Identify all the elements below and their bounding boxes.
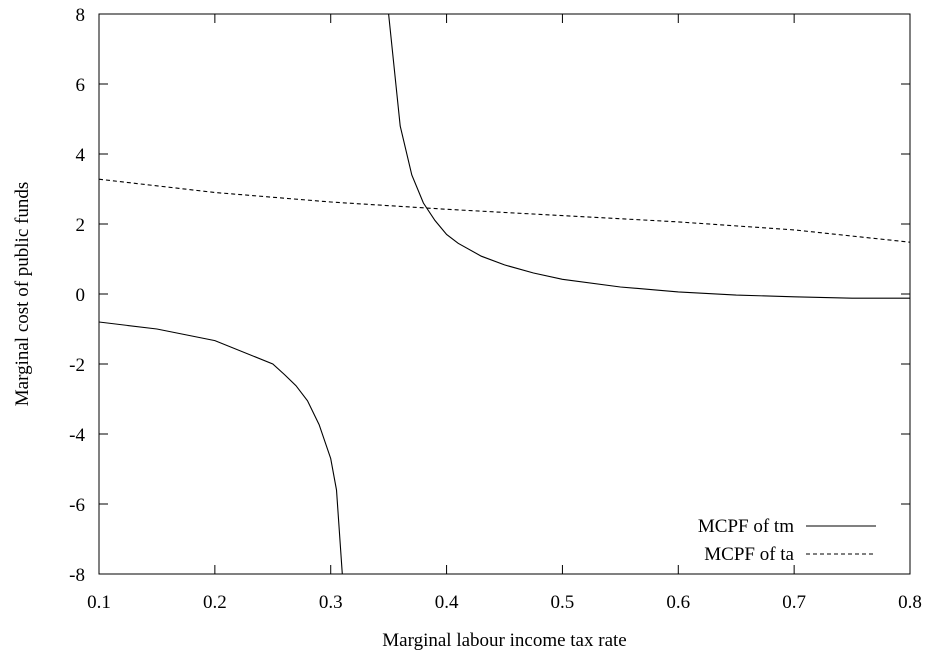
x-tick-label: 0.8 xyxy=(898,592,922,613)
y-tick-label: -4 xyxy=(69,425,85,446)
y-tick-label: 0 xyxy=(76,285,86,306)
x-tick-label: 0.5 xyxy=(551,592,575,613)
y-tick-label: -6 xyxy=(69,495,85,516)
y-axis-title: Marginal cost of public funds xyxy=(12,182,33,406)
series-layer xyxy=(99,14,910,574)
x-tick-label: 0.7 xyxy=(782,592,806,613)
y-tick-label: -8 xyxy=(69,565,85,586)
series-line-mcpf-tm-segment-2 xyxy=(388,14,910,299)
x-axis-title: Marginal labour income tax rate xyxy=(382,630,626,651)
y-tick-label: -2 xyxy=(69,355,85,376)
series-line-mcpf-ta-segment-1 xyxy=(99,178,910,243)
series-line-mcpf-tm-segment-1 xyxy=(99,321,343,574)
x-tick-label: 0.3 xyxy=(319,592,343,613)
legend-label: MCPF of tm xyxy=(698,516,794,537)
x-tick-label: 0.6 xyxy=(666,592,690,613)
x-tick-label: 0.2 xyxy=(203,592,227,613)
x-tick-label: 0.4 xyxy=(435,592,459,613)
plot-frame xyxy=(98,13,911,575)
x-tick-label: 0.1 xyxy=(87,592,111,613)
y-tick-label: 4 xyxy=(76,145,86,166)
y-tick-label: 2 xyxy=(76,215,86,236)
y-tick-label: 6 xyxy=(76,75,86,96)
legend: MCPF of tm MCPF of ta xyxy=(698,516,876,565)
legend-label: MCPF of ta xyxy=(704,544,794,565)
ticks-layer: 0.1 0.2 0.3 0.4 0.5 0.6 0.7 0.8 8 6 4 2 0 -2 -4 -6 -8 xyxy=(69,5,922,613)
y-tick-label: 8 xyxy=(76,5,86,26)
